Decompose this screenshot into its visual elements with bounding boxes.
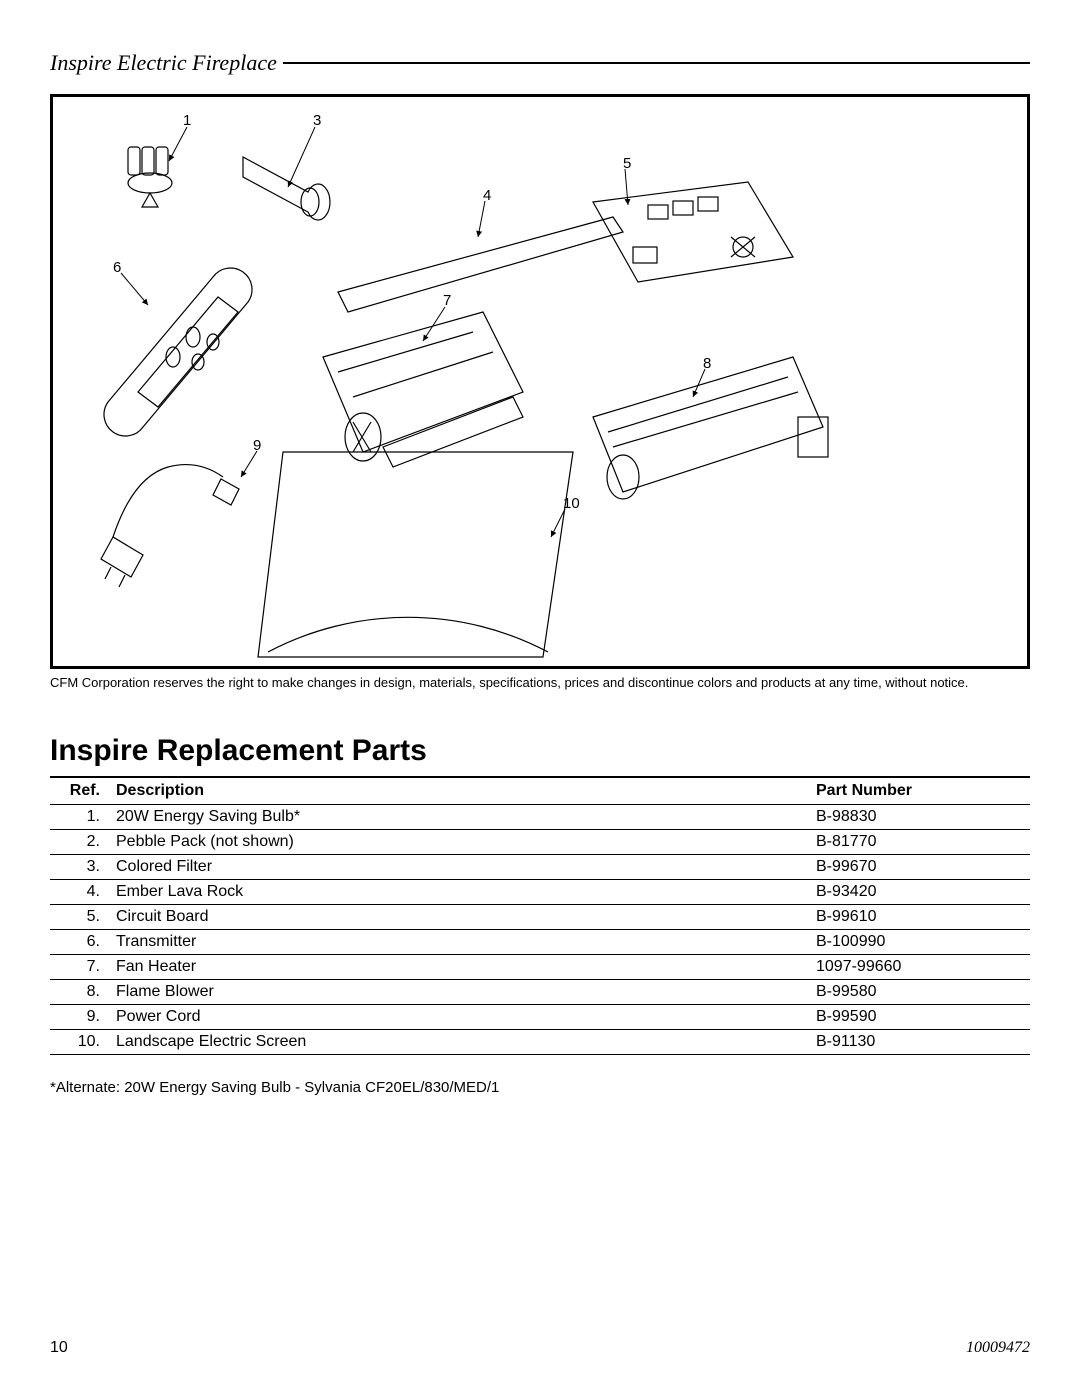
cell-ref: 10. [50,1029,110,1054]
table-row: 9.Power CordB-99590 [50,1004,1030,1029]
cell-ref: 2. [50,829,110,854]
cell-pn: B-99580 [810,979,1030,1004]
callout-number: 10 [563,495,580,512]
cell-pn: B-93420 [810,879,1030,904]
table-row: 10.Landscape Electric ScreenB-91130 [50,1029,1030,1054]
cell-pn: B-81770 [810,829,1030,854]
diagram-svg [53,97,1027,666]
cell-desc: Power Cord [110,1004,810,1029]
table-row: 7.Fan Heater1097-99660 [50,954,1030,979]
cell-pn: B-91130 [810,1029,1030,1054]
disclaimer-text: CFM Corporation reserves the right to ma… [50,675,1030,692]
footnote-text: *Alternate: 20W Energy Saving Bulb - Syl… [50,1079,1030,1096]
page-number: 10 [50,1339,68,1357]
cell-desc: Fan Heater [110,954,810,979]
table-row: 5.Circuit BoardB-99610 [50,904,1030,929]
cell-pn: B-99590 [810,1004,1030,1029]
parts-table: Ref. Description Part Number 1.20W Energ… [50,776,1030,1055]
cell-desc: Circuit Board [110,904,810,929]
cell-ref: 6. [50,929,110,954]
col-desc: Description [110,777,810,805]
table-row: 4.Ember Lava RockB-93420 [50,879,1030,904]
callout-number: 6 [113,259,121,276]
callout-number: 5 [623,155,631,172]
cell-ref: 7. [50,954,110,979]
table-row: 8.Flame BlowerB-99580 [50,979,1030,1004]
cell-desc: Ember Lava Rock [110,879,810,904]
table-row: 3.Colored FilterB-99670 [50,854,1030,879]
callout-number: 1 [183,112,191,129]
cell-desc: Pebble Pack (not shown) [110,829,810,854]
cell-desc: Transmitter [110,929,810,954]
document-number: 10009472 [966,1339,1030,1357]
callout-number: 8 [703,355,711,372]
col-pn: Part Number [810,777,1030,805]
callout-number: 3 [313,112,321,129]
parts-diagram: 1 3 5 4 6 7 8 9 10 [50,94,1030,669]
cell-pn: B-98830 [810,804,1030,829]
cell-ref: 5. [50,904,110,929]
section-title: Inspire Replacement Parts [50,734,1030,768]
cell-desc: Flame Blower [110,979,810,1004]
header-rule [283,62,1030,64]
cell-desc: Landscape Electric Screen [110,1029,810,1054]
table-row: 6.TransmitterB-100990 [50,929,1030,954]
callout-number: 7 [443,292,451,309]
page-footer: 10 10009472 [50,1339,1030,1357]
table-header-row: Ref. Description Part Number [50,777,1030,805]
cell-ref: 1. [50,804,110,829]
cell-pn: B-100990 [810,929,1030,954]
cell-ref: 9. [50,1004,110,1029]
table-row: 1.20W Energy Saving Bulb*B-98830 [50,804,1030,829]
cell-desc: Colored Filter [110,854,810,879]
page-header: Inspire Electric Fireplace [50,50,1030,76]
callout-number: 4 [483,187,491,204]
header-title: Inspire Electric Fireplace [50,50,283,76]
col-ref: Ref. [50,777,110,805]
cell-pn: 1097-99660 [810,954,1030,979]
cell-pn: B-99610 [810,904,1030,929]
cell-ref: 3. [50,854,110,879]
cell-pn: B-99670 [810,854,1030,879]
cell-ref: 8. [50,979,110,1004]
table-row: 2.Pebble Pack (not shown)B-81770 [50,829,1030,854]
cell-ref: 4. [50,879,110,904]
callout-number: 9 [253,437,261,454]
cell-desc: 20W Energy Saving Bulb* [110,804,810,829]
